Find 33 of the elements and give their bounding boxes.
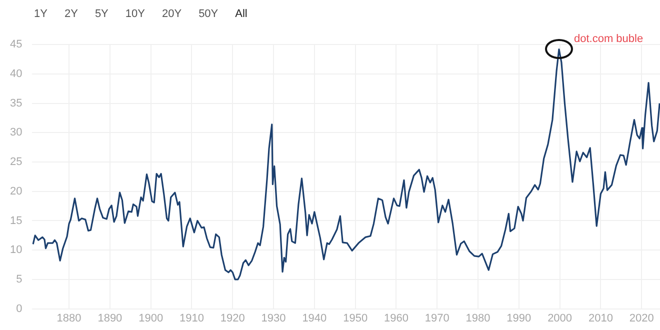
y-tick-label: 30 [10, 126, 22, 139]
x-tick-label: 1880 [56, 312, 82, 324]
y-tick-label: 0 [16, 302, 22, 315]
y-tick-label: 40 [10, 68, 22, 80]
x-tick-label: 1990 [506, 312, 532, 324]
y-tick-label: 25 [10, 156, 22, 168]
y-tick-label: 20 [10, 185, 22, 198]
y-tick-label: 35 [10, 97, 22, 110]
x-tick-label: 1890 [98, 312, 122, 324]
text: All [235, 8, 248, 20]
x-tick-label: 1920 [220, 312, 245, 324]
annotation: dot.com buble [574, 33, 644, 46]
text: 50Y [198, 8, 218, 20]
x-tick-label: 2000 [548, 312, 572, 324]
text: 2Y [64, 8, 78, 20]
x-tick-label: 1900 [138, 312, 164, 324]
text: 10Y [125, 8, 145, 20]
x-tick-label: 1940 [302, 312, 327, 324]
x-tick-label: 2020 [629, 312, 654, 324]
text: 20Y [162, 8, 182, 20]
y-tick-label: 5 [16, 273, 22, 286]
x-tick-label: 1980 [466, 312, 490, 324]
y-tick-label: 10 [10, 244, 22, 256]
y-tick-label: 45 [10, 38, 22, 51]
x-tick-label: 1930 [261, 312, 286, 324]
text: 1Y [34, 8, 48, 20]
x-tick-label: 1950 [343, 312, 368, 324]
x-tick-label: 1970 [424, 312, 450, 324]
x-tick-label: 1910 [179, 312, 204, 324]
x-tick-label: 2010 [588, 312, 613, 324]
text: 5Y [94, 8, 108, 20]
x-tick-label: 1960 [384, 312, 408, 324]
y-tick-label: 15 [10, 214, 22, 227]
